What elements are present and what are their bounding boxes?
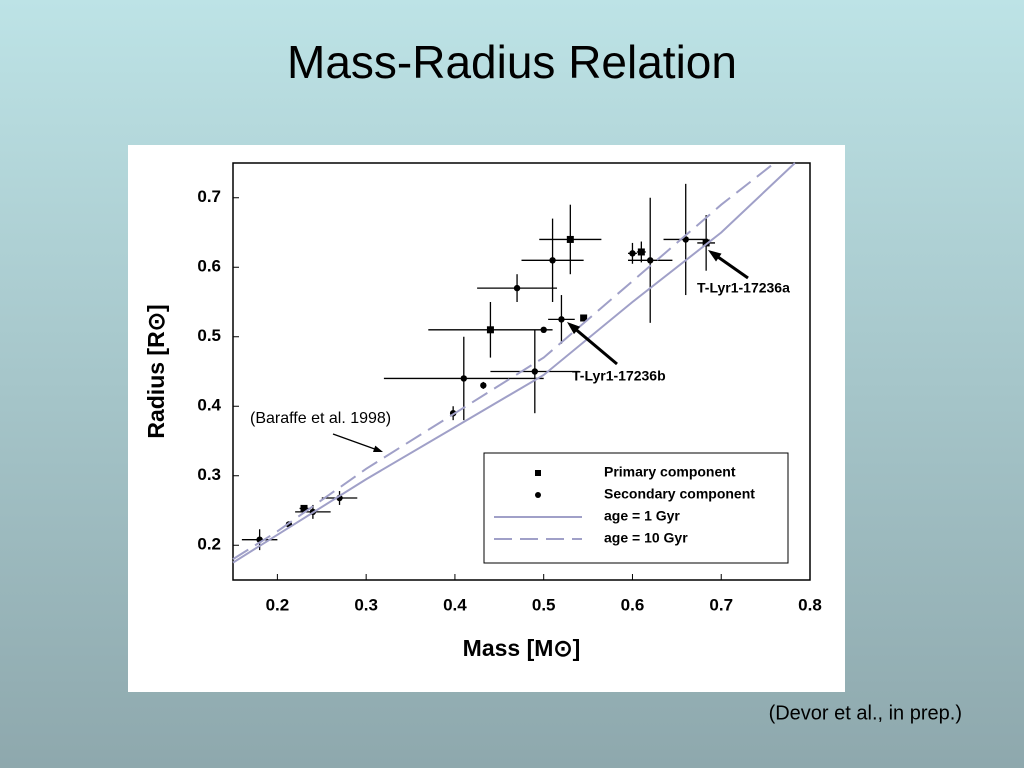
legend-label: age = 10 Gyr xyxy=(604,530,688,546)
y-tick-label: 0.6 xyxy=(197,257,221,276)
point xyxy=(629,250,636,257)
x-tick-label: 0.4 xyxy=(443,595,467,614)
x-tick-label: 0.2 xyxy=(266,595,290,614)
annotation-arrowhead xyxy=(708,250,722,262)
y-tick-label: 0.2 xyxy=(197,535,221,554)
chart-panel xyxy=(128,145,845,692)
model-line xyxy=(232,162,776,560)
legend-label: Secondary component xyxy=(604,486,755,502)
point xyxy=(566,235,574,243)
annotation: (Baraffe et al. 1998) xyxy=(250,410,391,427)
x-axis-label: Mass [M⊙] xyxy=(463,635,581,661)
legend-label: Primary component xyxy=(604,464,736,480)
point xyxy=(460,375,467,382)
x-tick-label: 0.7 xyxy=(709,595,733,614)
x-tick-label: 0.5 xyxy=(532,595,556,614)
annotation-arrowhead xyxy=(567,322,581,335)
model-line xyxy=(232,162,796,564)
point xyxy=(540,326,547,333)
annotation-arrow xyxy=(332,433,377,451)
annotation-arrowhead xyxy=(373,445,383,453)
y-tick-label: 0.3 xyxy=(197,465,221,484)
legend-label: age = 1 Gyr xyxy=(604,508,680,524)
slide-title: Mass-Radius Relation xyxy=(287,36,737,88)
footnote: (Devor et al., in prep.) xyxy=(769,702,962,724)
annotation: T-Lyr1-17236b xyxy=(572,368,666,384)
y-tick-label: 0.5 xyxy=(197,326,221,345)
point xyxy=(300,504,308,512)
annotation-arrow xyxy=(573,327,618,366)
y-axis-label: Radius [R⊙] xyxy=(143,304,169,438)
legend-box xyxy=(483,452,789,564)
point xyxy=(480,382,487,389)
point xyxy=(637,248,645,256)
x-tick-label: 0.6 xyxy=(621,595,645,614)
point xyxy=(549,257,556,264)
point xyxy=(486,326,494,334)
legend-swatch xyxy=(535,470,541,476)
x-tick-label: 0.3 xyxy=(354,595,378,614)
annotation-arrow xyxy=(715,254,749,280)
annotation: T-Lyr1-17236a xyxy=(697,280,790,296)
x-tick-label: 0.8 xyxy=(798,595,822,614)
y-tick-label: 0.4 xyxy=(197,396,221,415)
point xyxy=(647,257,654,264)
y-tick-label: 0.7 xyxy=(197,187,221,206)
plot-frame xyxy=(232,162,811,581)
point xyxy=(702,239,710,247)
point xyxy=(558,316,565,323)
point xyxy=(531,368,539,375)
legend-swatch xyxy=(535,492,541,498)
point xyxy=(513,284,521,292)
point xyxy=(580,314,588,322)
